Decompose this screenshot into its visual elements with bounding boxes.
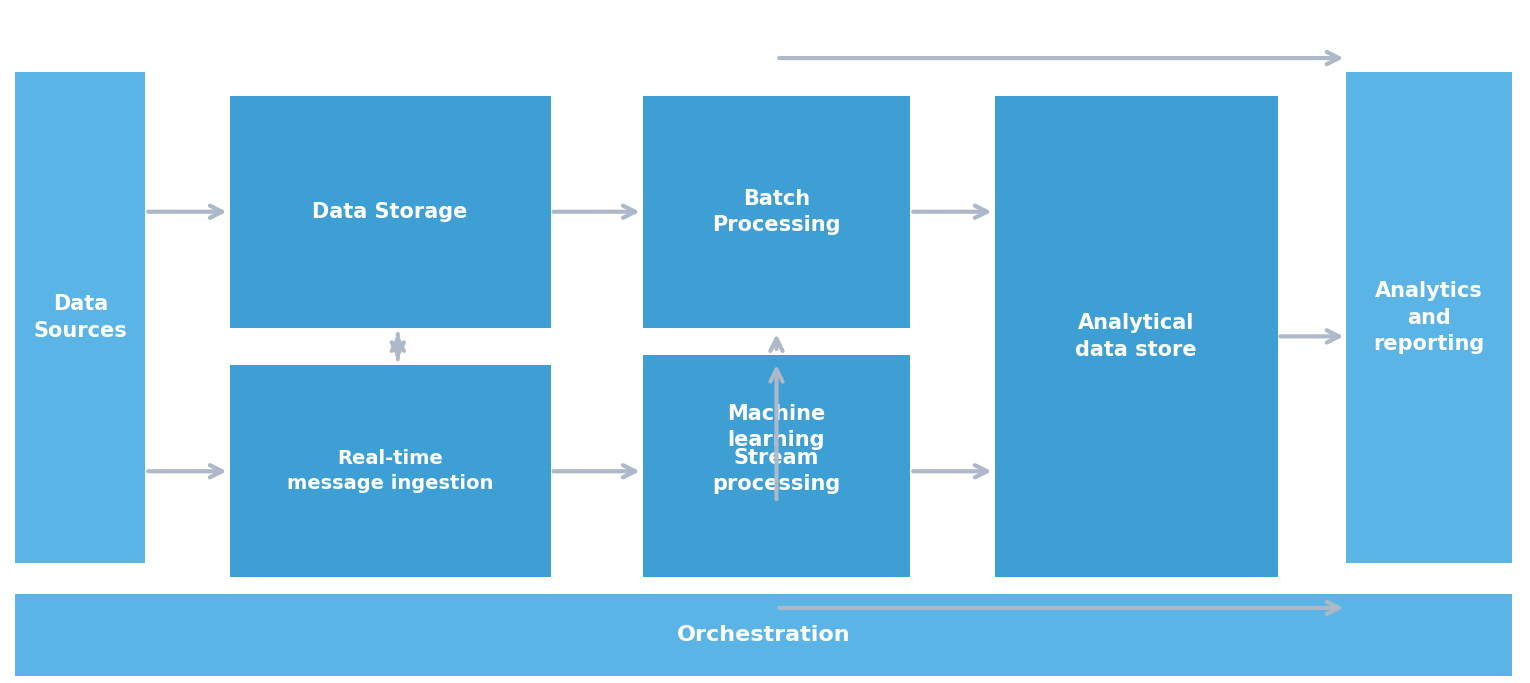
Text: Analytics
and
reporting: Analytics and reporting <box>1374 281 1484 354</box>
Text: Batch
Processing: Batch Processing <box>713 189 840 235</box>
Text: Real-time
message ingestion: Real-time message ingestion <box>288 449 493 493</box>
Bar <box>994 96 1278 577</box>
Bar <box>230 96 551 328</box>
Bar <box>643 355 910 499</box>
Bar <box>643 96 910 328</box>
Bar <box>230 365 551 577</box>
Text: Analytical
data store: Analytical data store <box>1076 313 1196 359</box>
Text: Stream
processing: Stream processing <box>713 448 840 494</box>
Bar <box>15 72 145 563</box>
Text: Data
Sources: Data Sources <box>34 294 127 341</box>
Text: Machine
learning: Machine learning <box>727 404 826 450</box>
Text: Data Storage: Data Storage <box>312 201 468 222</box>
Bar <box>1346 72 1512 563</box>
Text: Orchestration: Orchestration <box>676 625 851 645</box>
Bar <box>643 365 910 577</box>
Bar <box>15 594 1512 676</box>
